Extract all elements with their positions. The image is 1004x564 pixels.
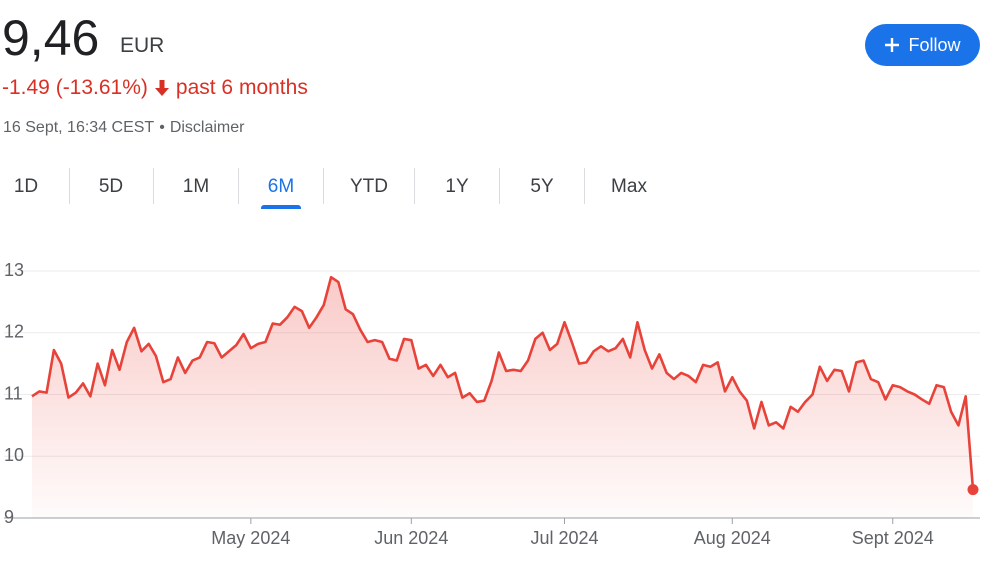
meta: 16 Sept, 16:34 CEST • Disclaimer — [3, 119, 244, 137]
area-fill — [32, 277, 973, 518]
x-tick-label: Sept 2024 — [852, 528, 934, 548]
x-tick-label: Jul 2024 — [530, 528, 598, 548]
x-tick-label: Jun 2024 — [374, 528, 448, 548]
range-tab[interactable]: 1M — [182, 176, 210, 197]
down-arrow — [154, 80, 169, 96]
tab-separator — [584, 168, 585, 204]
chart: 9 10 11 12 13 May 2024 Jun 2024 Jul 2024 Aug 202… — [4, 260, 980, 548]
range-tab[interactable]: Max — [611, 176, 647, 197]
tab-separator — [499, 168, 500, 204]
y-tick-label: 10 — [4, 445, 24, 465]
y-tick-label: 9 — [4, 507, 14, 527]
disclaimer[interactable]: Disclaimer — [169, 119, 245, 136]
price: 9,46 — [2, 10, 100, 66]
range-tab[interactable]: 1Y — [445, 176, 469, 197]
change-row: -1.49 (-13.61%) past 6 months — [2, 76, 308, 100]
range-tab[interactable]: YTD — [350, 176, 388, 197]
tab-separator — [414, 168, 415, 204]
tab-separator — [323, 168, 324, 204]
last-point — [967, 484, 979, 496]
separator: • — [159, 119, 165, 136]
range-tab[interactable]: 1D — [13, 176, 39, 197]
range-tab[interactable]: 5D — [98, 176, 124, 197]
follow-button[interactable]: Follow — [865, 24, 980, 66]
price-line — [31, 275, 975, 490]
range-tabs: 1D 5D 1M 6M YTD 1Y 5Y Max — [0, 166, 680, 210]
range-tab[interactable]: 5Y — [530, 176, 554, 197]
x-tick-label: May 2024 — [211, 528, 290, 548]
follow-label: Follow — [908, 34, 961, 55]
plus-icon — [885, 38, 900, 52]
y-tick-label: 12 — [4, 322, 24, 342]
y-tick-label: 11 — [4, 383, 23, 403]
tab-separator — [238, 168, 239, 204]
timestamp: 16 Sept, 16:34 CEST — [3, 119, 155, 136]
range-tab[interactable]: 6M — [251, 166, 311, 209]
currency: EUR — [120, 34, 165, 57]
tab-separator — [153, 168, 154, 204]
period: past 6 months — [175, 76, 308, 99]
y-tick-label: 13 — [4, 260, 24, 280]
tab-separator — [69, 168, 70, 204]
x-tick-label: Aug 2024 — [694, 528, 771, 548]
change: -1.49 (-13.61%) — [2, 76, 148, 99]
